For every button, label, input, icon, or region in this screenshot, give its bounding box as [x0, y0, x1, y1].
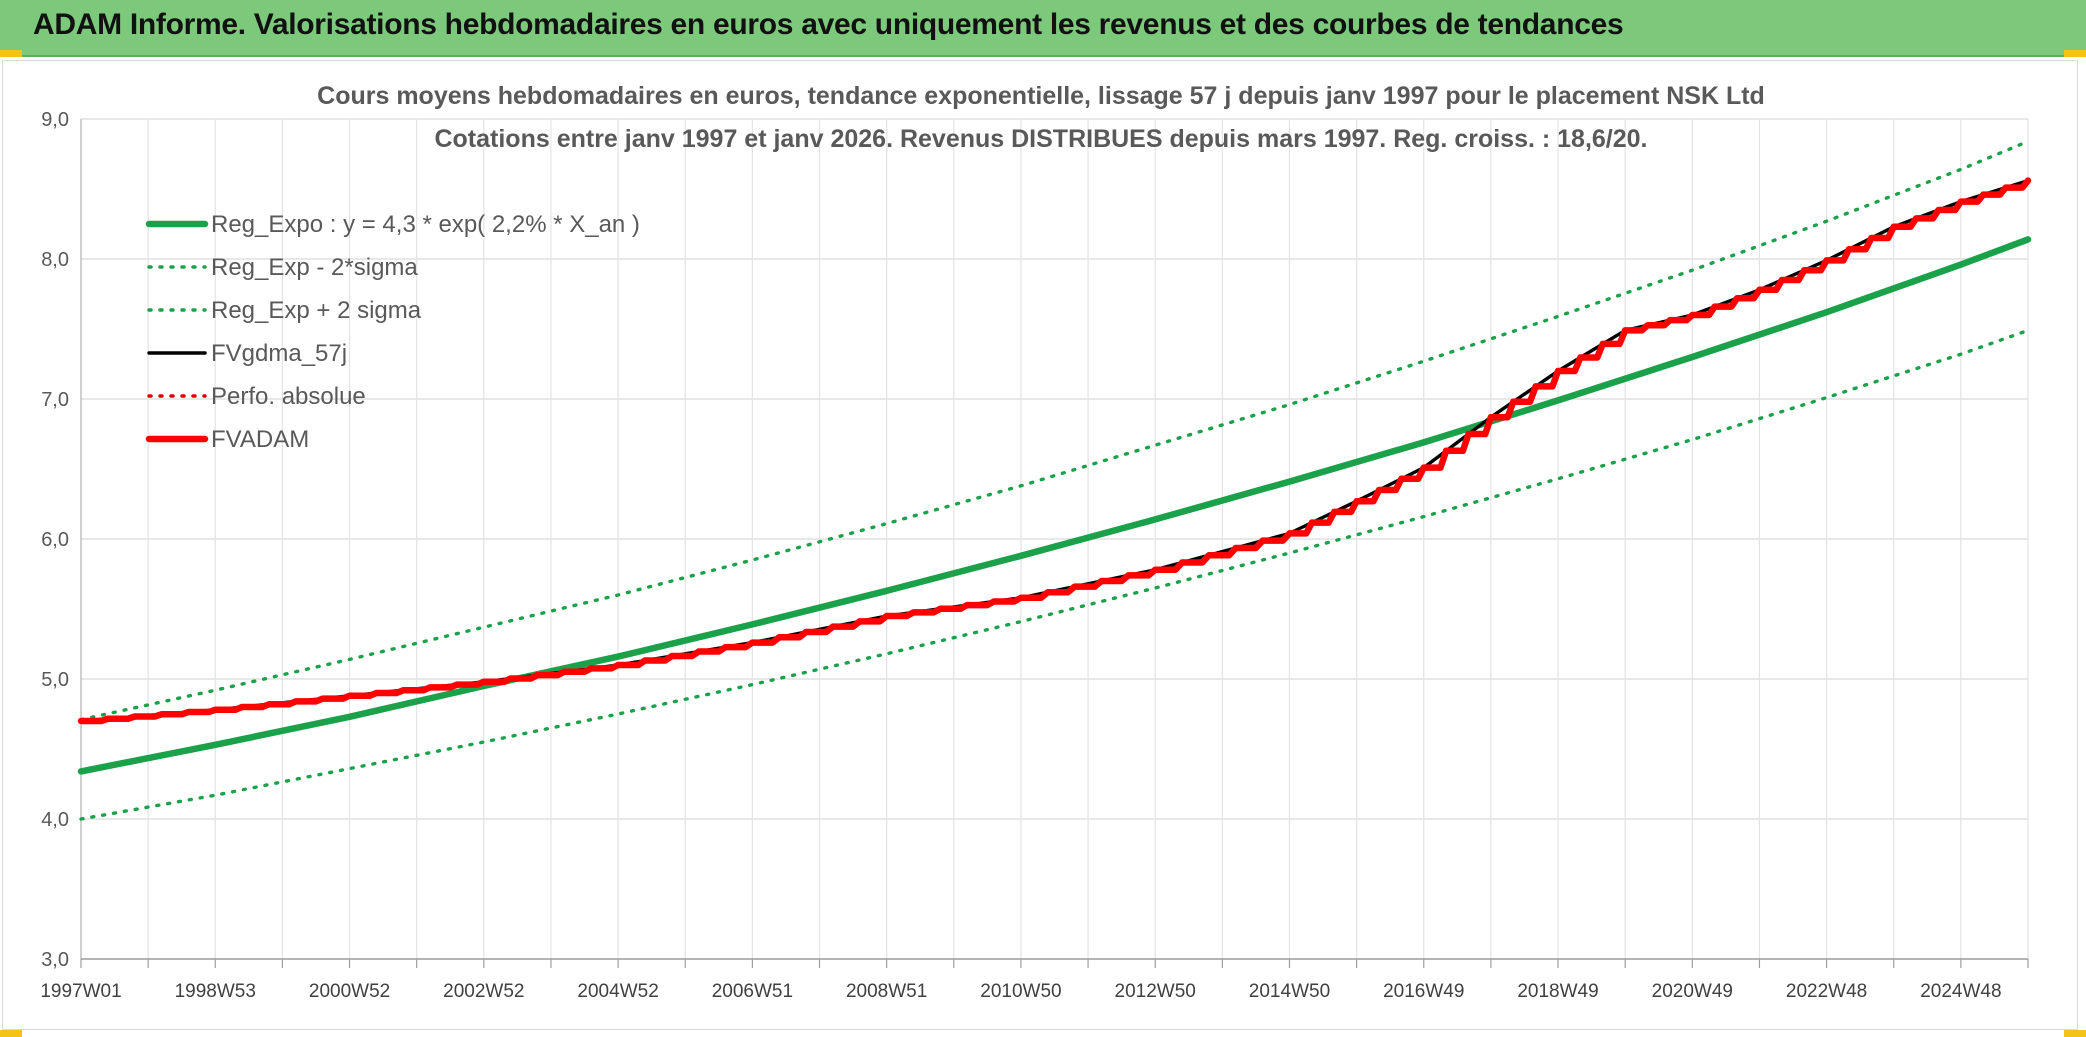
chart-title-line: Cours moyens hebdomadaires en euros, ten…	[317, 82, 1765, 110]
corner-accent-bottom-right	[2064, 1030, 2086, 1037]
line-chart: 3,0 4,0 5,0 6,0 7,0 8,0 9,0 1997W01 1998W53 2000W…	[40, 82, 2032, 1002]
x-tick-label: 2008W51	[846, 981, 927, 1002]
chart-legend: Reg_Expo : y = 4,3 * exp( 2,2% * X_an ) R…	[145, 211, 640, 453]
y-tick-label: 3,0	[41, 949, 69, 971]
legend-label: Perfo. absolue	[211, 383, 366, 410]
x-tick-label: 2014W50	[1249, 981, 1330, 1002]
x-tick-label: 2016W49	[1383, 981, 1464, 1002]
corner-accent-left	[0, 50, 22, 57]
y-tick-label: 9,0	[41, 109, 69, 131]
x-tick-label: 2024W48	[1920, 981, 2001, 1002]
x-tick-label: 2012W50	[1115, 981, 1196, 1002]
x-tick-label: 1998W53	[175, 981, 256, 1002]
report-banner: ADAM Informe. Valorisations hebdomadaire…	[0, 0, 2086, 57]
axes: 3,0 4,0 5,0 6,0 7,0 8,0 9,0 1997W01 1998W53 2000W…	[40, 109, 2029, 1002]
series-line-1	[79, 328, 2030, 821]
y-tick-label: 5,0	[41, 669, 69, 691]
gridlines	[80, 118, 2029, 960]
x-tick-label: 2022W48	[1786, 981, 1867, 1002]
corner-accent-bottom-left	[0, 1030, 22, 1037]
chart-title: Cours moyens hebdomadaires en euros, ten…	[317, 82, 1765, 153]
legend-label: Reg_Exp - 2*sigma	[211, 254, 418, 281]
series-line-0	[77, 236, 2032, 775]
series-line-2	[79, 139, 2030, 722]
x-tick-label: 2006W51	[712, 981, 793, 1002]
report-title: ADAM Informe. Valorisations hebdomadaire…	[33, 8, 1624, 41]
legend-label: Reg_Exp + 2 sigma	[211, 297, 422, 324]
series-lines	[77, 139, 2032, 821]
y-tick-label: 8,0	[41, 249, 69, 271]
legend-label: FVgdma_57j	[211, 340, 347, 367]
x-tick-label: 2020W49	[1652, 981, 1733, 1002]
chart-area: 3,0 4,0 5,0 6,0 7,0 8,0 9,0 1997W01 1998W53 2000W…	[2, 60, 2078, 1030]
x-tick-label: 1997W01	[40, 981, 121, 1002]
series-line-5	[77, 177, 2032, 725]
legend-label: FVADAM	[211, 426, 309, 453]
x-tick-label: 2010W50	[980, 981, 1061, 1002]
x-tick-label: 2018W49	[1517, 981, 1598, 1002]
y-tick-label: 4,0	[41, 809, 69, 831]
corner-accent-right	[2064, 50, 2086, 57]
y-tick-label: 6,0	[41, 529, 69, 551]
y-tick-label: 7,0	[41, 389, 69, 411]
chart-title-line: Cotations entre janv 1997 et janv 2026. …	[434, 125, 1647, 153]
x-tick-label: 2002W52	[443, 981, 524, 1002]
x-tick-label: 2004W52	[577, 981, 658, 1002]
legend-label: Reg_Expo : y = 4,3 * exp( 2,2% * X_an )	[211, 211, 640, 238]
x-tick-label: 2000W52	[309, 981, 390, 1002]
